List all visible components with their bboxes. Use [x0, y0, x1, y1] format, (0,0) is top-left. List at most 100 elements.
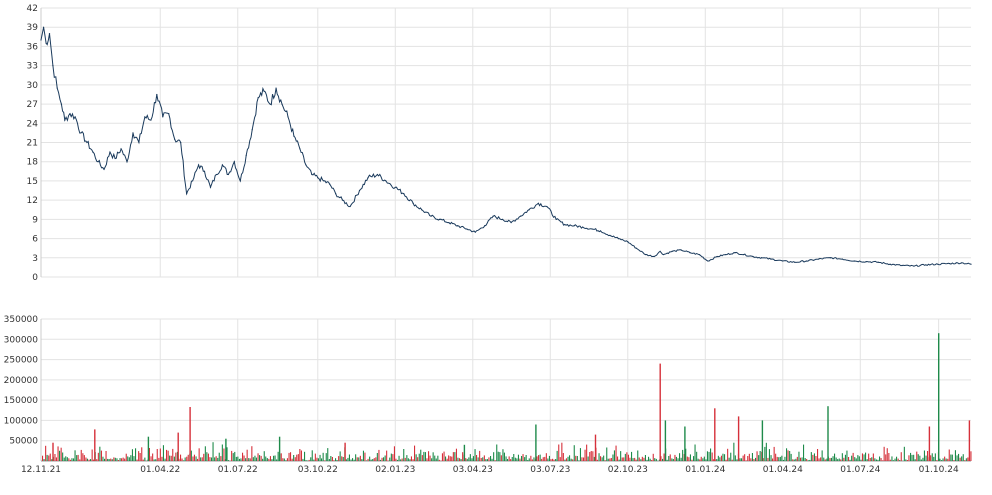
- volume-bar-minor: [453, 452, 454, 461]
- volume-bar-minor: [219, 453, 220, 461]
- volume-bar-minor: [859, 456, 860, 461]
- volume-bar-minor: [143, 460, 144, 461]
- volume-bar-minor: [634, 458, 635, 461]
- volume-bar-minor: [572, 459, 573, 461]
- volume-bar-minor: [425, 452, 426, 461]
- volume-bar-minor: [87, 459, 88, 461]
- price-point: [699, 254, 700, 255]
- volume-bar-minor: [543, 457, 544, 461]
- volume-bar-minor: [662, 459, 663, 461]
- volume-bar-minor: [910, 453, 911, 461]
- volume-bar-minor: [110, 459, 111, 461]
- volume-bar-minor: [529, 458, 530, 461]
- volume-bar-minor: [89, 460, 90, 461]
- volume-bar-minor: [333, 460, 334, 461]
- volume-bar-minor: [549, 456, 550, 461]
- price-point: [725, 254, 726, 255]
- volume-bar-minor: [168, 451, 169, 461]
- price-y-tick-label: 6: [32, 235, 38, 245]
- price-point: [752, 256, 753, 257]
- volume-bar-minor: [186, 457, 187, 461]
- volume-bar-minor: [282, 458, 283, 461]
- volume-bar-minor: [964, 460, 965, 461]
- volume-bar-minor: [490, 456, 491, 461]
- volume-bar-minor: [231, 451, 232, 461]
- volume-bar-minor: [890, 460, 891, 461]
- volume-bar-minor: [639, 458, 640, 462]
- price-point: [645, 254, 646, 255]
- volume-bar-minor: [389, 458, 390, 461]
- volume-bar-minor: [270, 456, 271, 461]
- x-tick-label: 03.04.23: [453, 465, 493, 475]
- volume-bar-minor: [155, 459, 156, 461]
- volume-bar-minor: [133, 456, 134, 461]
- volume-bar-minor: [211, 458, 212, 462]
- volume-bar-minor: [764, 447, 765, 461]
- volume-bar-minor: [152, 454, 153, 462]
- volume-bar-minor: [292, 459, 293, 461]
- volume-bar-minor: [537, 456, 538, 461]
- price-point: [228, 174, 229, 175]
- price-point: [234, 161, 235, 162]
- volume-bar-minor: [209, 457, 210, 461]
- price-point: [842, 258, 843, 259]
- volume-bar: [738, 416, 739, 461]
- volume-bar-minor: [417, 457, 418, 461]
- price-point: [681, 250, 682, 251]
- volume-bar-minor: [507, 459, 508, 461]
- volume-bar-minor: [851, 456, 852, 461]
- volume-bar-minor: [175, 453, 176, 461]
- axis-labels: 0369121518212427303336394250000100000150…: [4, 4, 959, 475]
- volume-bar-minor: [783, 460, 784, 461]
- volume-bar-minor: [846, 451, 847, 461]
- volume-bar-minor: [701, 457, 702, 461]
- volume-bar-minor: [907, 460, 908, 461]
- volume-bar-minor: [922, 458, 923, 461]
- price-point: [103, 169, 104, 170]
- volume-bar-minor: [313, 460, 314, 461]
- volume-bar-minor: [112, 459, 113, 461]
- volume-bar-minor: [296, 455, 297, 461]
- volume-bar-minor: [250, 458, 251, 461]
- volume-bar-minor: [647, 460, 648, 461]
- price-point: [64, 119, 65, 120]
- price-point: [299, 148, 300, 149]
- volume-bar-minor: [578, 460, 579, 461]
- x-tick-label: 01.07.22: [218, 465, 258, 475]
- volume-bar-minor: [271, 459, 272, 461]
- volume-bar-minor: [905, 459, 906, 461]
- volume-bar-minor: [626, 452, 627, 461]
- volume-bar-minor: [778, 457, 779, 461]
- volume-bar-minor: [516, 458, 517, 461]
- volume-bar-minor: [115, 458, 116, 461]
- volume-bar-minor: [933, 457, 934, 461]
- volume-bar-minor: [704, 457, 705, 461]
- volume-bar-minor: [679, 453, 680, 461]
- volume-bar-minor: [868, 454, 869, 461]
- volume-bar-minor: [707, 451, 708, 461]
- volume-bar-minor: [399, 456, 400, 461]
- volume-bar-minor: [227, 447, 228, 461]
- volume-bar-minor: [564, 460, 565, 461]
- price-point: [707, 260, 708, 261]
- volume-bar-minor: [668, 456, 669, 461]
- volume-bar-minor: [540, 455, 541, 461]
- volume-bar-minor: [881, 458, 882, 461]
- volume-bar-minor: [957, 455, 958, 461]
- volume-bar-minor: [735, 455, 736, 461]
- volume-bar-minor: [864, 454, 865, 461]
- price-y-tick-label: 9: [32, 215, 38, 225]
- volume-bar-minor: [850, 460, 851, 461]
- price-point: [528, 209, 529, 210]
- volume-bar-minor: [808, 460, 809, 461]
- volume-bar-minor: [760, 451, 761, 461]
- volume-bar-minor: [656, 459, 657, 461]
- price-point: [937, 264, 938, 265]
- volume-bar-minor: [653, 454, 654, 461]
- volume-bar-minor: [408, 458, 409, 461]
- volume-bar-minor: [747, 456, 748, 461]
- volume-bar-minor: [569, 455, 570, 461]
- volume-bar-minor: [636, 460, 637, 461]
- volume-bar-minor: [428, 451, 429, 461]
- volume-background-bars: [42, 442, 972, 461]
